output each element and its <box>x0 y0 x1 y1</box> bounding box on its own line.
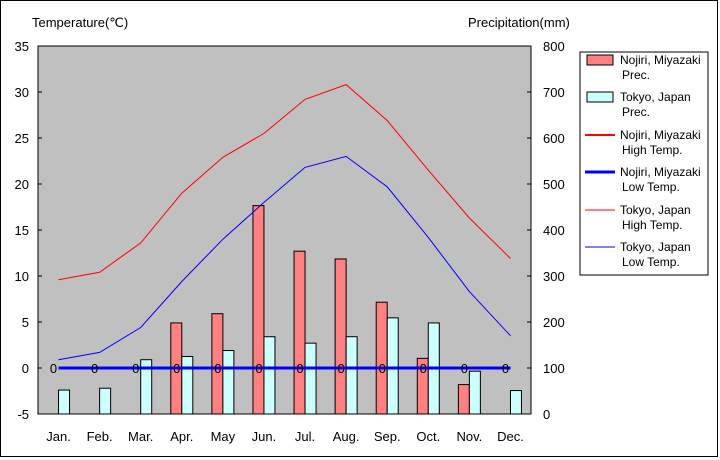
x-tick-label: Jun. <box>252 429 277 444</box>
zero-value-label: 0 <box>296 361 303 376</box>
x-tick-label: Mar. <box>128 429 153 444</box>
left-tick-label: 15 <box>15 223 29 238</box>
left-axis-ticks: -5 0 5 10 15 20 25 30 35 <box>15 39 42 422</box>
legend-box <box>579 51 709 276</box>
bar-nojiri-prec <box>457 384 470 415</box>
line-tokyo-high <box>58 84 511 281</box>
x-tick-label: Nov. <box>456 429 482 444</box>
left-tick-label: 30 <box>15 85 29 100</box>
x-tick-label: Oct. <box>416 429 440 444</box>
legend-label: Tokyo, Japan Prec. <box>620 90 691 119</box>
left-tick-label: -5 <box>17 407 29 422</box>
right-tick-label: 200 <box>543 315 565 330</box>
legend-label: Nojiri, Miyazaki Low Temp. <box>620 165 701 194</box>
bar-tokyo-prec <box>140 359 153 415</box>
right-tick-label: 100 <box>543 361 565 376</box>
x-tick-label: Aug. <box>333 429 360 444</box>
left-tick-label: 25 <box>15 131 29 146</box>
bar-tokyo-prec <box>181 356 194 415</box>
right-axis-ticks: 0 100 200 300 400 500 600 700 800 <box>527 39 565 422</box>
zero-value-label: 0 <box>255 361 262 376</box>
legend-swatch <box>586 54 614 66</box>
left-tick-label: 0 <box>22 361 29 376</box>
legend: Nojiri, Miyazaki Prec. Tokyo, Japan Prec. No… <box>585 53 701 269</box>
right-tick-label: 500 <box>543 177 565 192</box>
x-tick-label: Dec. <box>497 429 524 444</box>
zero-value-label: 0 <box>173 361 180 376</box>
x-tick-label: Apr. <box>170 429 193 444</box>
left-tick-label: 10 <box>15 269 29 284</box>
bar-tokyo-prec <box>345 336 358 415</box>
bar-tokyo-prec <box>263 336 276 415</box>
x-axis-labels: Jan. Feb. Mar. Apr. May Jun. Jul. Aug. Sep. Oct. N… <box>46 429 524 444</box>
right-tick-label: 300 <box>543 269 565 284</box>
legend-label: Tokyo, Japan High Temp. <box>620 203 691 232</box>
right-tick-label: 800 <box>543 39 565 54</box>
zero-value-labels: 0 0 0 0 0 0 0 0 0 0 0 0 <box>50 361 509 376</box>
bar-tokyo-prec <box>99 387 112 415</box>
bar-nojiri-prec <box>252 205 265 415</box>
x-tick-label: Jan. <box>46 429 71 444</box>
zero-value-label: 0 <box>502 361 509 376</box>
bar-tokyo-prec <box>509 390 522 415</box>
zero-value-label: 0 <box>379 361 386 376</box>
left-axis-title: Temperature(℃) <box>32 15 128 30</box>
bar-nojiri-prec <box>334 258 347 415</box>
plot-area <box>37 45 532 415</box>
legend-label: Nojiri, Miyazaki High Temp. <box>620 128 701 157</box>
legend-label: Nojiri, Miyazaki Prec. <box>620 53 701 82</box>
legend-label: Tokyo, Japan Low Temp. <box>620 240 691 269</box>
zero-value-label: 0 <box>132 361 139 376</box>
zero-value-label: 0 <box>420 361 427 376</box>
bar-tokyo-prec <box>222 350 235 415</box>
bar-tokyo-prec <box>386 317 399 415</box>
zero-value-label: 0 <box>214 361 221 376</box>
bar-tokyo-prec <box>468 370 481 415</box>
x-tick-label: May <box>211 429 236 444</box>
right-tick-label: 400 <box>543 223 565 238</box>
legend-swatch <box>586 91 614 103</box>
zero-value-label: 0 <box>91 361 98 376</box>
temperature-lines <box>58 84 511 370</box>
right-axis-title: Precipitation(mm) <box>468 15 570 30</box>
bar-nojiri-prec <box>375 301 388 415</box>
zero-value-label: 0 <box>50 361 57 376</box>
right-tick-label: 600 <box>543 131 565 146</box>
zero-value-label: 0 <box>338 361 345 376</box>
x-tick-label: Jul. <box>295 429 315 444</box>
x-tick-label: Feb. <box>87 429 113 444</box>
x-tick-label: Sep. <box>374 429 401 444</box>
zero-value-label: 0 <box>461 361 468 376</box>
bar-tokyo-prec <box>58 389 71 415</box>
left-tick-label: 35 <box>15 39 29 54</box>
right-tick-label: 0 <box>543 407 550 422</box>
line-tokyo-low <box>58 155 511 361</box>
bar-tokyo-prec <box>304 342 317 415</box>
bar-nojiri-prec <box>293 250 306 415</box>
left-tick-label: 20 <box>15 177 29 192</box>
left-tick-label: 5 <box>22 315 29 330</box>
right-tick-label: 700 <box>543 85 565 100</box>
